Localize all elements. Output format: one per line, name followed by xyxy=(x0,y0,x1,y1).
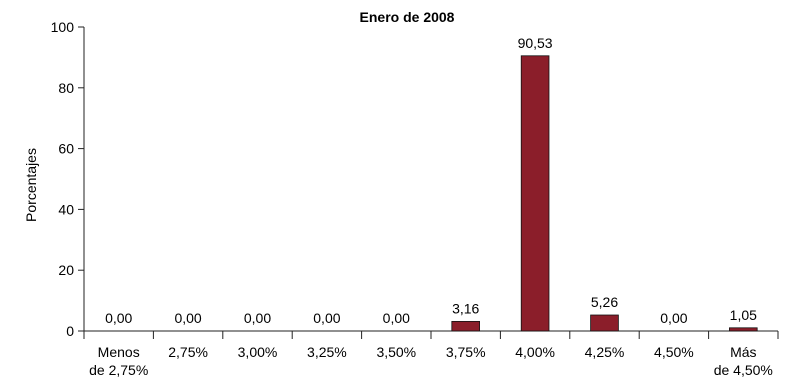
y-tick-label: 20 xyxy=(58,262,74,278)
y-axis: 0 20 40 60 80 100 xyxy=(51,19,85,339)
y-tick-label: 60 xyxy=(58,141,74,157)
x-tick-label-line: 4,00% xyxy=(515,344,555,360)
x-tick-label-line: 2,75% xyxy=(168,344,208,360)
bar xyxy=(729,327,758,332)
x-tick-label-line: de 4,50% xyxy=(714,362,773,378)
x-tick-label: 2,75% xyxy=(168,344,208,360)
chart-title: Enero de 2008 xyxy=(360,9,455,25)
x-tick-label: 3,50% xyxy=(376,344,416,360)
bar xyxy=(520,55,550,332)
bar xyxy=(590,314,619,332)
bar-value-label: 0,00 xyxy=(174,310,201,326)
x-tick-label: Más de 4,50% xyxy=(714,344,773,378)
y-tick-label: 0 xyxy=(66,323,74,339)
x-tick-label: 4,00% xyxy=(515,344,555,360)
bar-value-label: 1,05 xyxy=(730,307,757,323)
bars xyxy=(451,55,758,332)
y-tick-label: 100 xyxy=(51,19,75,35)
x-tick-label-line: 4,25% xyxy=(585,344,625,360)
bar-value-label: 0,00 xyxy=(244,310,271,326)
bar-value-label: 0,00 xyxy=(313,310,340,326)
x-tick-label-line: de 2,75% xyxy=(89,362,148,378)
x-tick-label: 4,50% xyxy=(654,344,694,360)
y-axis-label: Porcentajes xyxy=(23,148,39,222)
bar-value-label: 5,26 xyxy=(591,294,618,310)
x-tick-label: 3,00% xyxy=(238,344,278,360)
x-tick-label-line: 3,50% xyxy=(376,344,416,360)
bar-value-label: 0,00 xyxy=(105,310,132,326)
x-tick-label: 3,25% xyxy=(307,344,347,360)
bar-value-label: 3,16 xyxy=(452,300,479,316)
bar-value-label: 0,00 xyxy=(383,310,410,326)
x-tick-label-line: 3,75% xyxy=(446,344,486,360)
value-labels: 0,00 0,00 0,00 0,00 0,00 3,16 90,53 5,26 0,00 1,0… xyxy=(105,35,757,326)
x-tick-label: Menos de 2,75% xyxy=(89,344,148,378)
x-tick-label-line: 4,50% xyxy=(654,344,694,360)
y-tick-label: 80 xyxy=(58,80,74,96)
x-tick-label: 3,75% xyxy=(446,344,486,360)
x-tick-label-line: 3,25% xyxy=(307,344,347,360)
bar xyxy=(451,320,480,332)
x-axis: Menos de 2,75% 2,75% 3,00% 3,25% 3,50% 3,75% 4,… xyxy=(83,330,779,378)
x-tick-label-line: Más xyxy=(730,344,756,360)
x-tick-label-line: 3,00% xyxy=(238,344,278,360)
bar-value-label: 90,53 xyxy=(518,35,553,51)
x-tick-label-line: Menos xyxy=(98,344,140,360)
y-tick-label: 40 xyxy=(58,201,74,217)
x-tick-label: 4,25% xyxy=(585,344,625,360)
bar-value-label: 0,00 xyxy=(660,310,687,326)
